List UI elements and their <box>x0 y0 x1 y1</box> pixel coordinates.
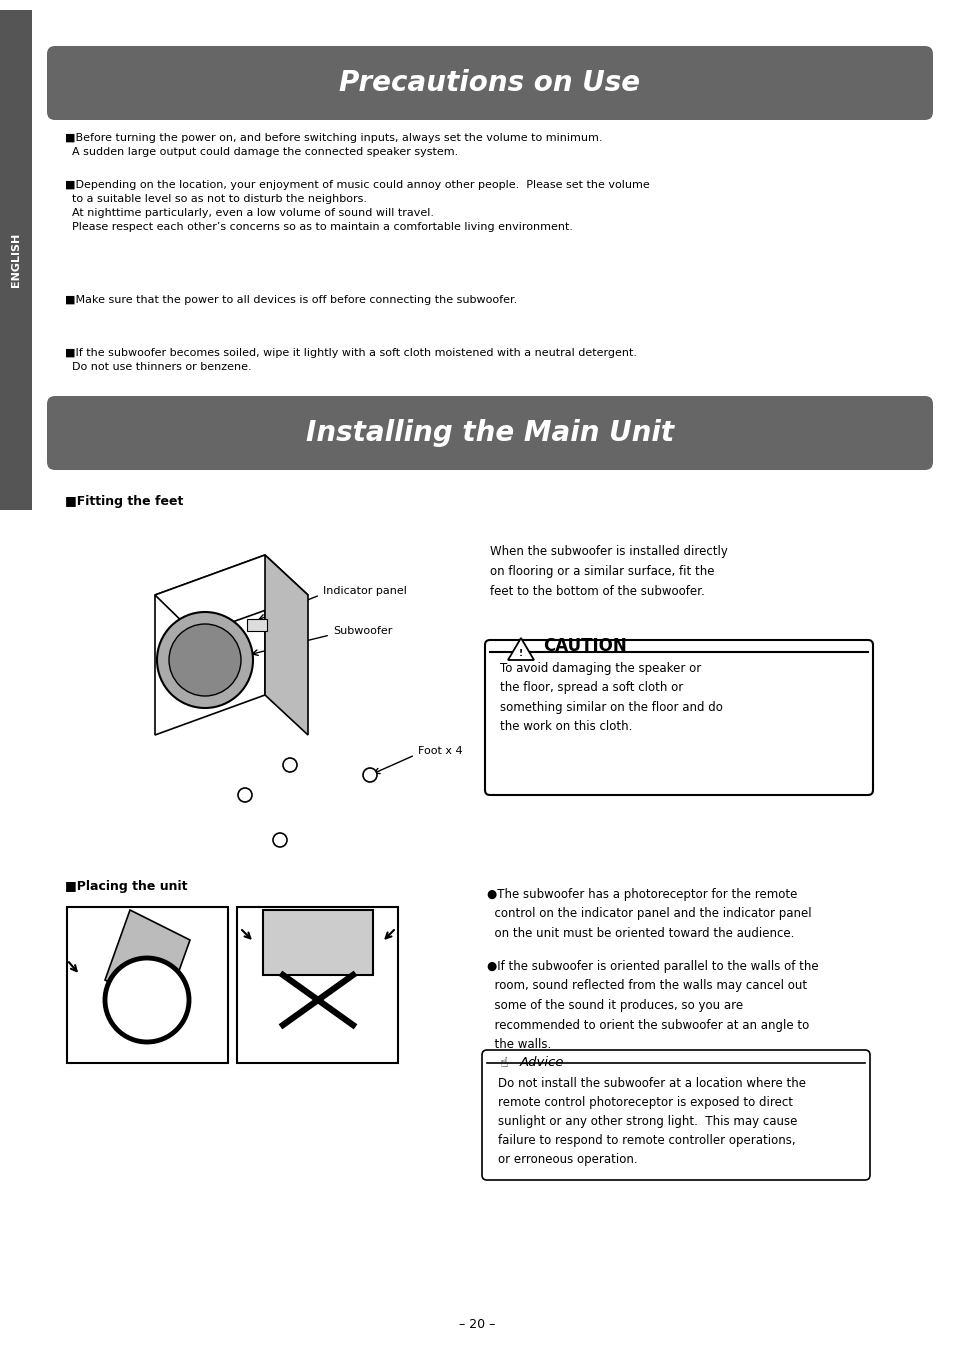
Text: Installing the Main Unit: Installing the Main Unit <box>306 419 674 447</box>
Circle shape <box>237 789 252 802</box>
Circle shape <box>105 958 189 1042</box>
Text: ENGLISH: ENGLISH <box>11 233 21 287</box>
Text: Indicator panel: Indicator panel <box>323 585 406 596</box>
Text: !: ! <box>518 649 522 657</box>
Text: ●The subwoofer has a photoreceptor for the remote
  control on the indicator pan: ●The subwoofer has a photoreceptor for t… <box>486 888 811 940</box>
Text: ■Make sure that the power to all devices is off before connecting the subwoofer.: ■Make sure that the power to all devices… <box>65 295 517 305</box>
Text: ●If the subwoofer is oriented parallel to the walls of the
  room, sound reflect: ●If the subwoofer is oriented parallel t… <box>486 959 818 1051</box>
Text: – 20 –: – 20 – <box>458 1318 495 1332</box>
Text: To avoid damaging the speaker or
the floor, spread a soft cloth or
something sim: To avoid damaging the speaker or the flo… <box>499 663 722 733</box>
Text: CAUTION: CAUTION <box>542 637 626 654</box>
Text: Foot x 4: Foot x 4 <box>417 747 462 756</box>
FancyBboxPatch shape <box>247 619 267 631</box>
Polygon shape <box>105 911 190 1009</box>
Circle shape <box>157 612 253 709</box>
Text: ■Placing the unit: ■Placing the unit <box>65 879 188 893</box>
FancyBboxPatch shape <box>484 640 872 795</box>
FancyBboxPatch shape <box>236 906 397 1064</box>
Text: Precautions on Use: Precautions on Use <box>339 69 639 98</box>
Polygon shape <box>154 556 265 734</box>
Text: When the subwoofer is installed directly
on flooring or a similar surface, fit t: When the subwoofer is installed directly… <box>490 545 727 598</box>
FancyBboxPatch shape <box>67 906 228 1064</box>
Polygon shape <box>507 638 534 660</box>
Text: Advice: Advice <box>519 1057 564 1069</box>
Text: ■Before turning the power on, and before switching inputs, always set the volume: ■Before turning the power on, and before… <box>65 133 602 157</box>
Text: ■Fitting the feet: ■Fitting the feet <box>65 495 183 508</box>
FancyBboxPatch shape <box>481 1050 869 1180</box>
FancyBboxPatch shape <box>47 396 932 470</box>
Text: ■Depending on the location, your enjoyment of music could annoy other people.  P: ■Depending on the location, your enjoyme… <box>65 180 649 232</box>
FancyBboxPatch shape <box>0 9 32 509</box>
Circle shape <box>169 625 241 696</box>
FancyBboxPatch shape <box>263 911 373 976</box>
Text: Do not install the subwoofer at a location where the
remote control photorecepto: Do not install the subwoofer at a locati… <box>497 1077 805 1167</box>
Circle shape <box>283 757 296 772</box>
FancyBboxPatch shape <box>47 46 932 121</box>
Text: ☝: ☝ <box>499 1056 508 1070</box>
Text: ■If the subwoofer becomes soiled, wipe it lightly with a soft cloth moistened wi: ■If the subwoofer becomes soiled, wipe i… <box>65 348 637 373</box>
Polygon shape <box>265 556 308 734</box>
Circle shape <box>363 768 376 782</box>
Circle shape <box>273 833 287 847</box>
Text: Subwoofer: Subwoofer <box>333 626 392 635</box>
Polygon shape <box>154 556 308 635</box>
